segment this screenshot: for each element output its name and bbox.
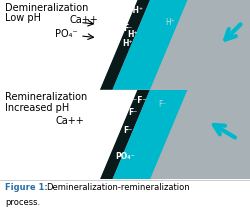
Polygon shape <box>100 0 250 90</box>
Text: F⁻F⁻: F⁻F⁻ <box>128 96 147 105</box>
Text: PO₄⁻: PO₄⁻ <box>55 29 78 39</box>
Text: F⁻: F⁻ <box>123 126 132 135</box>
Text: Demineralization: Demineralization <box>5 3 88 13</box>
Text: Demineralization-remineralization: Demineralization-remineralization <box>46 183 190 192</box>
Polygon shape <box>112 90 188 179</box>
Text: process.: process. <box>5 198 40 207</box>
Text: Low pH: Low pH <box>5 14 41 23</box>
Polygon shape <box>100 0 150 90</box>
Text: H⁺: H⁺ <box>127 30 138 39</box>
Polygon shape <box>0 0 138 90</box>
Text: F⁻: F⁻ <box>158 100 167 110</box>
Text: PO₄⁻: PO₄⁻ <box>115 152 135 161</box>
Text: Ca++: Ca++ <box>70 15 99 25</box>
Polygon shape <box>112 0 188 90</box>
Polygon shape <box>100 90 150 179</box>
Text: F⁻: F⁻ <box>123 24 132 33</box>
Text: Figure 1:: Figure 1: <box>5 183 48 192</box>
Polygon shape <box>100 90 250 179</box>
Text: H⁺: H⁺ <box>122 39 133 47</box>
Text: Ca++: Ca++ <box>55 116 84 126</box>
Polygon shape <box>0 90 138 179</box>
Text: Remineralization: Remineralization <box>5 92 87 102</box>
Text: H⁺: H⁺ <box>165 18 175 27</box>
Text: Increased pH: Increased pH <box>5 103 69 113</box>
Text: F⁻: F⁻ <box>128 108 137 117</box>
Text: H⁺H⁺: H⁺H⁺ <box>122 6 143 15</box>
